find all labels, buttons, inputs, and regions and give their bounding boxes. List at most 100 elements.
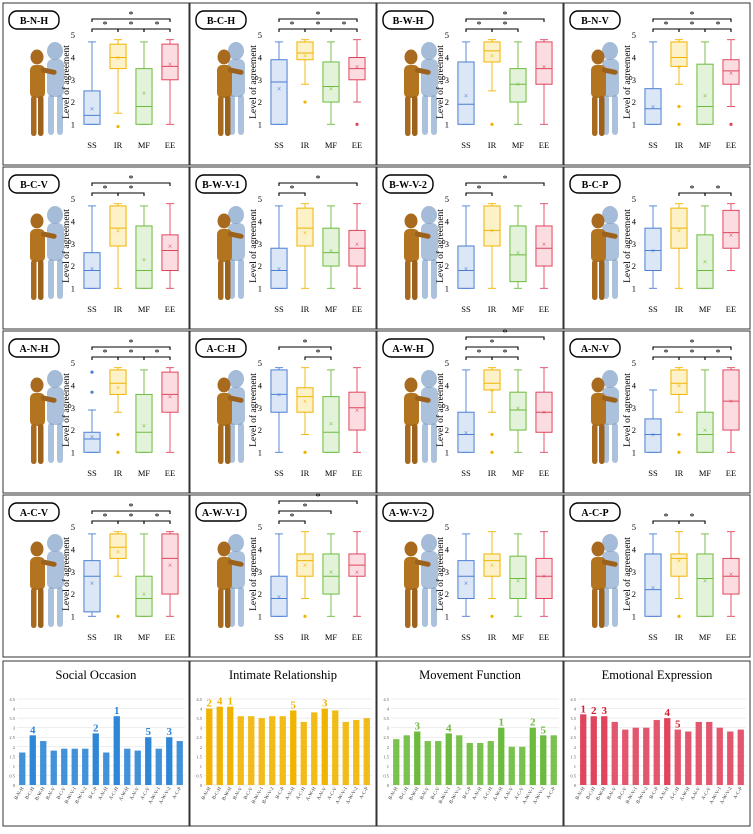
y-tick-label: 0: [387, 783, 390, 788]
bracket-line: [491, 356, 519, 360]
x-tick-label: A-C-H: [109, 786, 120, 801]
box-iqr: [670, 41, 688, 67]
box-IR: ×: [109, 367, 127, 454]
mean-marker: ×: [90, 433, 95, 442]
bar-chart-title: Intimate Relationship: [229, 668, 337, 682]
box-IR: ×: [296, 367, 314, 454]
title-badge-frame: [195, 10, 247, 30]
figure-leg-wood: [38, 588, 44, 628]
box-SS: ×: [270, 205, 288, 289]
figure-torso-blue: [421, 223, 438, 261]
mean-marker: ×: [729, 570, 734, 579]
mean-marker: ×: [516, 404, 521, 413]
figure-head-blue: [421, 42, 437, 60]
box-iqr: [644, 227, 662, 272]
figure-leg-wood: [412, 260, 418, 300]
box-MF: ×: [509, 205, 527, 289]
figure-leg-blue: [57, 95, 63, 135]
significance-bracket: *: [278, 492, 358, 504]
box-iqr: [722, 369, 740, 431]
mannequin-figure: [404, 42, 438, 136]
bar: [342, 721, 349, 785]
figure-leg-wood: [592, 260, 598, 300]
y-tick-label: 3: [71, 567, 75, 577]
y-tick-label: 5: [632, 30, 636, 40]
figure-arm-wood: [40, 231, 57, 239]
box-SS: ×: [644, 389, 662, 453]
panel-title-badge: A-W-V-2: [382, 502, 434, 522]
y-tick-label: 5: [445, 522, 449, 532]
box-iqr: [457, 560, 475, 599]
box-MF: ×: [696, 533, 714, 617]
bracket-line: [91, 182, 171, 186]
bracket-line: [678, 520, 706, 524]
x-tick-label: MF: [699, 304, 712, 314]
bar: [311, 712, 318, 785]
x-tick-label: A-C-V: [701, 786, 712, 801]
mean-marker: ×: [277, 85, 282, 94]
x-tick-label: SS: [648, 304, 658, 314]
figure-leg-wood: [412, 588, 418, 628]
x-tick-label: IR: [301, 304, 310, 314]
panel-title-badge: B-C-V: [8, 174, 60, 194]
figure-arm-wood: [601, 231, 618, 239]
bar: [706, 721, 713, 785]
significance-bracket: *: [278, 184, 306, 196]
box-iqr: [161, 533, 179, 595]
x-tick-label: B-N-H: [201, 786, 212, 801]
box-iqr: [296, 207, 314, 247]
y-tick-label: 4: [632, 381, 637, 391]
x-tick-label: MF: [138, 140, 151, 150]
significance-star: *: [342, 20, 347, 31]
y-tick-label: 1: [258, 447, 262, 457]
y-axis-label: Level of agreement: [622, 537, 633, 611]
x-tick-label: IR: [488, 304, 497, 314]
y-tick-label: 2: [445, 589, 449, 599]
significance-bracket: *: [704, 184, 732, 196]
bar: [290, 710, 297, 785]
y-tick-label: 1.5: [383, 754, 389, 759]
figure-leg-wood: [599, 96, 605, 136]
rank-label: 4: [30, 724, 36, 736]
x-tick-label: A-N-H: [285, 786, 297, 801]
y-tick-label: 4: [71, 381, 76, 391]
box-EE: ×: [722, 367, 740, 453]
mean-marker: ×: [542, 572, 547, 581]
box-MF: ×: [696, 205, 714, 289]
y-tick-label: 5: [445, 358, 449, 368]
bracket-line: [465, 336, 545, 340]
figure-leg-wood: [218, 588, 224, 628]
x-tick-label: A-C-H: [670, 786, 681, 801]
bar: [29, 735, 36, 785]
box-iqr: [83, 431, 101, 453]
box-iqr: [457, 245, 475, 289]
significance-star: *: [690, 338, 695, 349]
y-tick-label: 3: [445, 567, 449, 577]
figure-arm-wood: [40, 67, 57, 75]
y-tick-label: 3: [13, 726, 16, 731]
x-tick-label: EE: [352, 140, 362, 150]
figure-head-blue: [228, 534, 244, 552]
y-tick-label: 3: [574, 726, 577, 731]
y-tick-label: 1: [387, 764, 389, 769]
bar: [540, 735, 547, 785]
mean-marker: ×: [116, 226, 121, 235]
figure-head-wood: [404, 377, 418, 393]
y-tick-label: 5: [258, 194, 262, 204]
x-tick-label: SS: [87, 140, 97, 150]
x-tick-label: IR: [114, 140, 123, 150]
mannequin-figure: [404, 534, 438, 628]
mean-marker: ×: [355, 240, 360, 249]
significance-star: *: [716, 184, 721, 195]
bar: [685, 731, 692, 785]
mean-marker: ×: [142, 422, 147, 431]
rank-label: 1: [228, 696, 234, 708]
y-tick-label: 2: [632, 425, 636, 435]
figure-torso-wood: [30, 557, 45, 590]
mannequin-figure: [217, 370, 245, 464]
x-tick-label: EE: [352, 632, 362, 642]
x-tick-label: A-C-V: [140, 786, 151, 801]
y-tick-label: 2: [632, 589, 636, 599]
mean-marker: ×: [142, 89, 147, 98]
